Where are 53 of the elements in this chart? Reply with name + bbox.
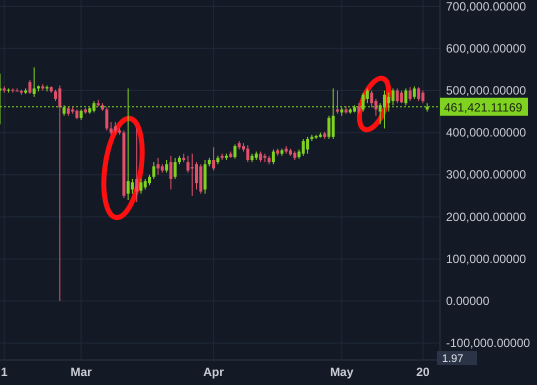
text: 1.97 [442, 353, 464, 365]
candlestick [259, 151, 262, 163]
candlestick [306, 136, 310, 154]
candlestick [302, 138, 305, 156]
candlestick [233, 144, 236, 160]
candlestick [421, 90, 424, 104]
candlestick [105, 106, 108, 132]
candlestick [400, 90, 404, 104]
candlestick [186, 155, 190, 174]
candlestick [66, 106, 70, 116]
candlestick [174, 157, 177, 180]
y-tick-label: 600,000.00000 [446, 41, 526, 56]
x-tick-label: 1 [0, 365, 8, 379]
candlestick [190, 153, 194, 196]
candlestick [327, 115, 330, 140]
candlestick [110, 122, 113, 136]
candlestick [165, 160, 168, 174]
candlestick [336, 90, 339, 114]
candlestick [28, 80, 32, 94]
ref-line-label: 461,421.11169 [444, 100, 523, 114]
y-tick-label: -100,000.00000 [446, 336, 530, 350]
y-tick-label: 500,000.00000 [446, 84, 526, 98]
candlestick [408, 86, 412, 102]
y-tick-label: 700,000.00000 [446, 0, 526, 14]
candlestick [396, 88, 399, 104]
candlestick [246, 144, 250, 163]
candlestick [357, 102, 360, 114]
candlestick [75, 108, 78, 120]
candlestick [58, 84, 62, 302]
candlestick [114, 122, 117, 134]
y-tick-label: 300,000.00000 [446, 168, 526, 182]
candlestick [156, 157, 160, 176]
candlestick [417, 86, 420, 102]
candlestick [412, 86, 416, 100]
y-tick-label: 400,000.00000 [446, 126, 526, 140]
candlestick [272, 148, 275, 165]
x-tick-label: Apr [203, 365, 224, 379]
x-tick-label: Mar [70, 365, 92, 379]
x-tick-label: May [330, 365, 354, 379]
candlestick [144, 178, 147, 190]
candlestick [212, 146, 216, 172]
y-tick-label: 0.00000 [446, 294, 490, 308]
x-tick-label: 20 [416, 365, 430, 379]
y-tick-label: 200,000.00000 [446, 210, 526, 224]
candlestick [135, 128, 138, 203]
candlestick [32, 66, 36, 98]
candlestick [169, 155, 172, 190]
candlestick [139, 178, 142, 194]
candlestick [130, 178, 134, 194]
candlestick [370, 90, 374, 108]
candlestick [152, 162, 156, 180]
candlestick [80, 108, 83, 120]
y-tick-label: 100,000.00000 [446, 252, 526, 266]
